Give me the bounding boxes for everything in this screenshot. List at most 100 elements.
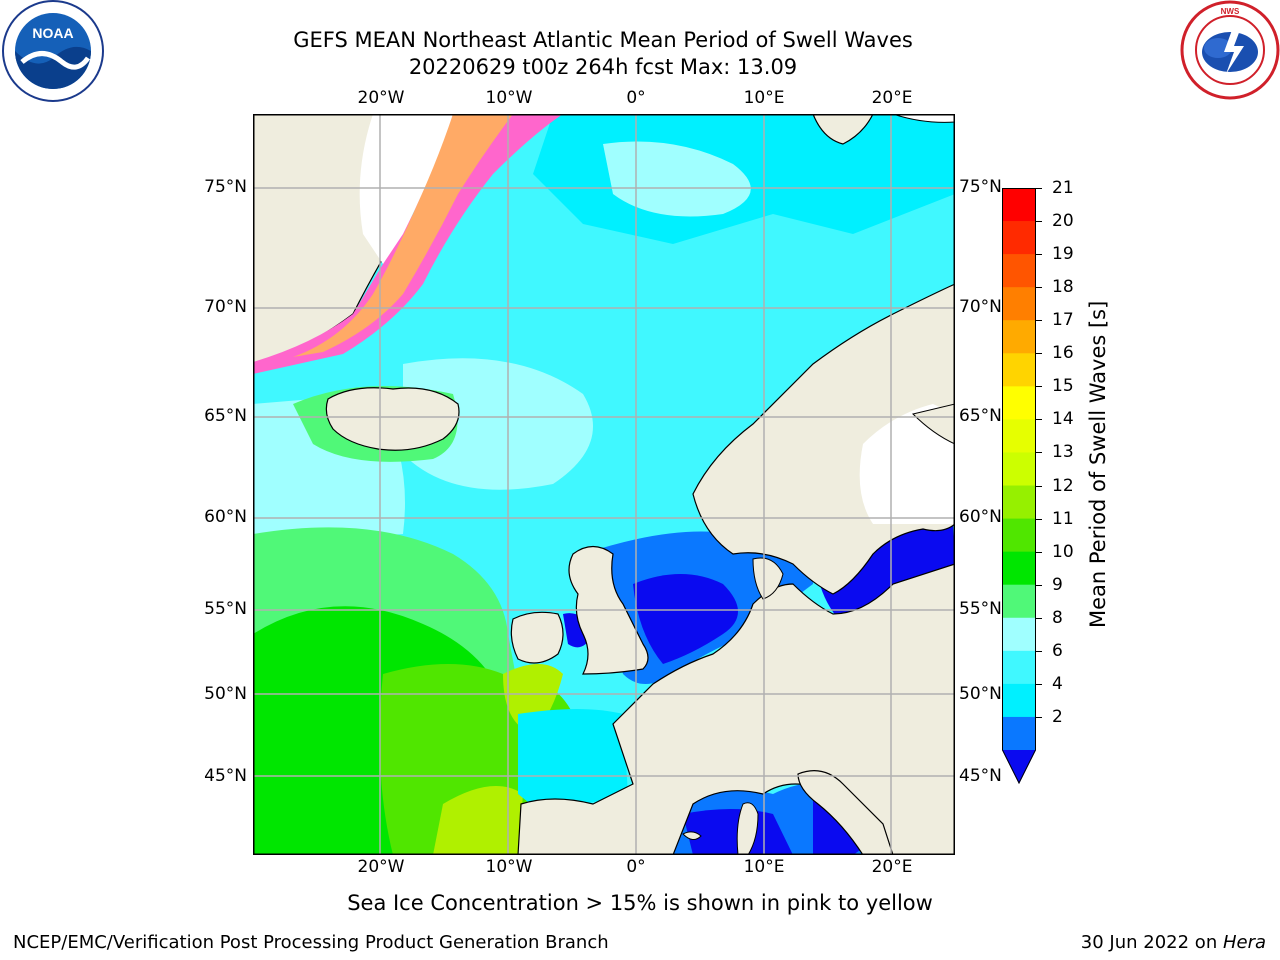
lat-label-left: 55°N: [204, 599, 247, 619]
footer-left: NCEP/EMC/Verification Post Processing Pr…: [13, 932, 609, 953]
noaa-logo: NOAA: [2, 0, 104, 102]
colorbar-tick-mark: [1036, 221, 1042, 223]
lat-label-right: 50°N: [959, 684, 1002, 704]
lat-label-right: 45°N: [959, 766, 1002, 786]
graticule: [253, 114, 955, 855]
lat-label-right: 55°N: [959, 599, 1002, 619]
lon-label-bottom: 20°E: [871, 857, 913, 877]
svg-text:NWS: NWS: [1221, 7, 1240, 16]
colorbar-tick-mark: [1036, 386, 1042, 388]
colorbar-tick-label: 9: [1052, 574, 1063, 595]
colorbar-tick-label: 14: [1052, 409, 1074, 430]
lat-label-right: 65°N: [959, 406, 1002, 426]
colorbar-tick-mark: [1036, 254, 1042, 256]
lon-label-bottom: 0°: [626, 857, 646, 877]
colorbar-segment: [1002, 518, 1036, 553]
colorbar-segment: [1002, 320, 1036, 354]
corsica-sardinia-land: [736, 802, 759, 855]
colorbar-tick-label: 13: [1052, 442, 1074, 463]
colorbar-tick-mark: [1036, 683, 1042, 685]
map-panel: [253, 114, 955, 855]
colorbar-segment: [1002, 452, 1036, 487]
colorbar-segment: [1002, 650, 1036, 685]
colorbar-segment: [1002, 617, 1036, 652]
colorbar-tick-mark: [1036, 617, 1042, 619]
lat-label-left: 70°N: [204, 297, 247, 317]
lat-label-right: 75°N: [959, 177, 1002, 197]
colorbar-segment: [1002, 584, 1036, 619]
chart-subtitle: 20220629 t00z 264h fcst Max: 13.09: [408, 55, 798, 79]
iceland-land: [325, 387, 460, 451]
colorbar-segment: [1002, 683, 1036, 718]
sea-ice: [293, 114, 513, 357]
colorbar-tick-mark: [1036, 650, 1042, 652]
lon-label-top: 0°: [626, 88, 646, 108]
colorbar-tick-mark: [1036, 518, 1042, 520]
colorbar-segment: [1002, 716, 1036, 751]
colorbar-tick-label: 21: [1052, 178, 1074, 198]
colorbar-tick-label: 20: [1052, 211, 1074, 232]
colorbar-tick-mark: [1036, 287, 1042, 289]
map-frame: [253, 114, 955, 855]
lat-label-right: 60°N: [959, 507, 1002, 527]
colorbar-tick-label: 2: [1052, 706, 1063, 727]
colorbar-segment: [1002, 386, 1036, 420]
lon-label-bottom: 20°W: [357, 857, 405, 877]
footer-date: 30 Jun 2022 on: [1080, 932, 1223, 953]
colorbar-segment: [1002, 254, 1036, 288]
footer-right: 30 Jun 2022 on Hera: [1081, 932, 1266, 953]
colorbar: [1002, 188, 1036, 785]
balearic-land: [682, 831, 702, 840]
europe-land: [517, 524, 955, 855]
colorbar-tick-mark: [1036, 452, 1042, 454]
colorbar-tick-label: 18: [1052, 277, 1074, 298]
colorbar-tick-label: 19: [1052, 244, 1074, 265]
colorbar-segment: [1002, 287, 1036, 321]
lat-label-left: 50°N: [204, 684, 247, 704]
sweden-nodata: [859, 404, 955, 524]
denmark-land: [752, 557, 784, 600]
colorbar-extend-triangle: [1002, 750, 1036, 784]
svalbard-ice: [892, 114, 955, 123]
lon-label-top: 10°W: [485, 88, 533, 108]
lat-label-left: 75°N: [204, 177, 247, 197]
lon-label-bottom: 10°E: [743, 857, 785, 877]
noaa-logo-text: NOAA: [32, 25, 73, 41]
colorbar-segment: [1002, 551, 1036, 586]
ocean-zone: [633, 574, 738, 664]
lat-label-right: 70°N: [959, 297, 1002, 317]
colorbar-segment: [1002, 188, 1036, 222]
colorbar-tick-mark: [1036, 485, 1042, 487]
colorbar-tick-mark: [1036, 353, 1042, 355]
nws-logo: NWS: [1180, 0, 1280, 100]
greenland-ice: [359, 114, 453, 264]
map-svg: [253, 114, 955, 855]
colorbar-ticks: 21 20 19 18 17 16 15 14 13 12 11 10 9 8 6 4 2: [1036, 178, 1096, 770]
footer-machine: Hera: [1222, 932, 1266, 953]
lat-label-left: 45°N: [204, 766, 247, 786]
colorbar-tick-mark: [1036, 716, 1042, 718]
ocean-zone: [433, 786, 523, 855]
caption: Sea Ice Concentration > 15% is shown in …: [347, 891, 933, 915]
ocean-zone: [403, 358, 593, 490]
colorbar-segment: [1002, 485, 1036, 520]
colorbar-label: Mean Period of Swell Waves [s]: [1086, 300, 1110, 628]
colorbar-segment: [1002, 221, 1036, 255]
colorbar-tick-mark: [1036, 419, 1042, 421]
ocean-zone: [518, 709, 628, 814]
finland-land: [912, 403, 955, 445]
colorbar-segment: [1002, 353, 1036, 387]
lon-label-top: 10°E: [743, 88, 785, 108]
colorbar-tick-label: 4: [1052, 673, 1063, 694]
colorbar-tick-label: 12: [1052, 475, 1074, 496]
lon-label-top: 20°E: [871, 88, 913, 108]
colorbar-tick-label: 6: [1052, 640, 1063, 661]
colorbar-tick-label: 16: [1052, 343, 1074, 364]
colorbar-segment: [1002, 419, 1036, 453]
chart-title: GEFS MEAN Northeast Atlantic Mean Period…: [293, 28, 913, 52]
colorbar-tick-label: 17: [1052, 310, 1074, 331]
lat-label-left: 60°N: [204, 507, 247, 527]
lon-label-bottom: 10°W: [485, 857, 533, 877]
lat-label-left: 65°N: [204, 406, 247, 426]
svalbard-land: [812, 114, 874, 145]
